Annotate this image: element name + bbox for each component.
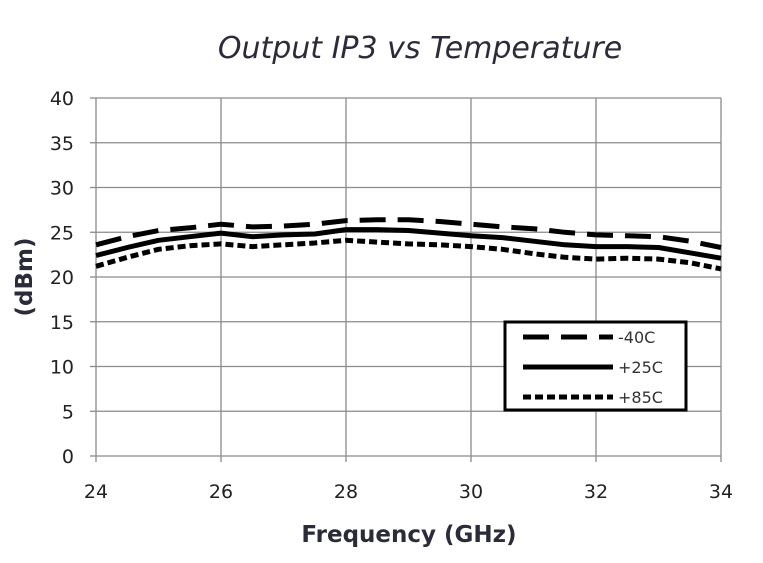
tick-labels: 0 5 10 15 20 25 30 35 40 24 26 28 30 32 34 [50, 88, 733, 503]
legend-label-2: +25C [618, 358, 663, 377]
x-tick-label: 24 [84, 481, 108, 503]
legend-label-3: +85C [618, 388, 663, 407]
chart-title: Output IP3 vs Temperature [218, 31, 622, 66]
y-tick-label: 5 [62, 401, 74, 423]
legend: -40C +25C +85C [503, 320, 688, 412]
y-tick-label: 35 [50, 133, 74, 155]
series-line-2 [95, 227, 722, 261]
x-tick-label: 26 [209, 481, 233, 503]
y-axis-label: (dBm) [12, 238, 38, 317]
legend-label-1: -40C [618, 328, 655, 347]
y-tick-label: 0 [62, 446, 74, 468]
x-tick-label: 30 [459, 481, 483, 503]
x-tick-label: 28 [334, 481, 358, 503]
series-line-3 [95, 237, 722, 272]
y-tick-label: 15 [50, 312, 74, 334]
y-tick-label: 20 [50, 267, 74, 289]
y-tick-label: 30 [50, 178, 74, 200]
x-axis-label: Frequency (GHz) [301, 522, 516, 548]
series-line-1 [95, 217, 722, 250]
x-tick-label: 34 [709, 481, 733, 503]
y-tick-label: 25 [50, 222, 74, 244]
y-tick-label: 40 [50, 88, 74, 110]
x-tick-label: 32 [584, 481, 608, 503]
y-tick-label: 10 [50, 357, 74, 379]
series-layer [95, 217, 722, 272]
